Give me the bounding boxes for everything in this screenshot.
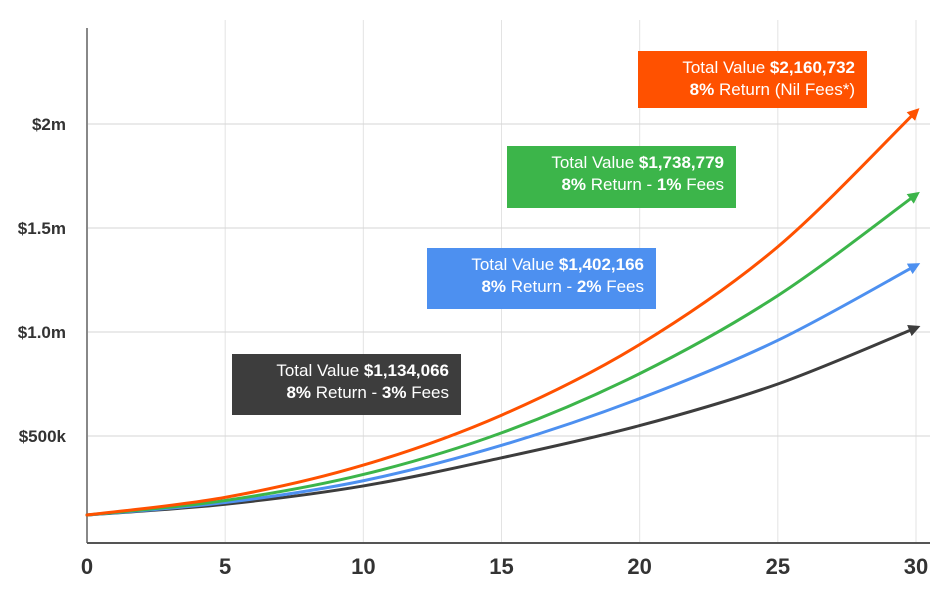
callout-line-2: 8% Return - 2% Fees (439, 276, 644, 298)
x-tick-label: 15 (489, 554, 513, 579)
callout-value: $2,160,732 (769, 58, 855, 77)
x-tick-label: 25 (766, 554, 790, 579)
callout-fee-text: Fees (601, 277, 644, 296)
callout-line-1: Total Value $1,402,166 (439, 254, 644, 276)
callout-fee-text: Fees (681, 175, 724, 194)
callout-return-pct: 8% (689, 80, 715, 99)
x-tick-label: 30 (904, 554, 928, 579)
callout-return-text: Return (Nil Fees*) (714, 80, 855, 99)
callout-prefix: Total Value (276, 361, 364, 380)
callout-line-2: 8% Return - 1% Fees (519, 174, 724, 196)
callout-line-1: Total Value $1,134,066 (244, 360, 449, 382)
callout-return-text: Return - (506, 277, 577, 296)
axes (86, 28, 930, 544)
callout-line-2: 8% Return (Nil Fees*) (650, 79, 855, 101)
callout-3pct-fees: Total Value $1,134,066 8% Return - 3% Fe… (232, 354, 461, 415)
series-line-1 (85, 191, 920, 517)
callout-value: $1,134,066 (363, 361, 449, 380)
callout-value: $1,738,779 (638, 153, 724, 172)
callout-line-1: Total Value $2,160,732 (650, 57, 855, 79)
callout-nil-fees: Total Value $2,160,732 8% Return (Nil Fe… (638, 51, 867, 108)
callout-return-text: Return - (311, 383, 382, 402)
callout-prefix: Total Value (471, 255, 559, 274)
callout-line-1: Total Value $1,738,779 (519, 152, 724, 174)
callout-line-2: 8% Return - 3% Fees (244, 382, 449, 404)
x-tick-label: 20 (627, 554, 651, 579)
series-lines (85, 108, 921, 517)
callout-fee-pct: 1% (656, 175, 682, 194)
x-tick-label: 10 (351, 554, 375, 579)
y-tick-label: $2m (32, 115, 66, 134)
callout-prefix: Total Value (682, 58, 770, 77)
series-line-2 (85, 263, 921, 517)
x-tick-label: 5 (219, 554, 231, 579)
series-line-0 (85, 108, 920, 517)
callout-prefix: Total Value (551, 153, 639, 172)
tick-labels: $500k $1.0m $1.5m $2m 0 5 10 15 20 25 30 (18, 115, 928, 579)
callout-1pct-fees: Total Value $1,738,779 8% Return - 1% Fe… (507, 146, 736, 208)
y-tick-label: $1.0m (18, 323, 66, 342)
callout-return-text: Return - (586, 175, 657, 194)
callout-fee-text: Fees (406, 383, 449, 402)
gridlines (87, 20, 930, 543)
callout-2pct-fees: Total Value $1,402,166 8% Return - 2% Fe… (427, 248, 656, 309)
y-tick-label: $500k (19, 427, 67, 446)
callout-return-pct: 8% (286, 383, 312, 402)
callout-value: $1,402,166 (558, 255, 644, 274)
y-tick-label: $1.5m (18, 219, 66, 238)
callout-return-pct: 8% (481, 277, 507, 296)
callout-return-pct: 8% (561, 175, 587, 194)
callout-fee-pct: 3% (381, 383, 407, 402)
series-line-3 (85, 324, 921, 517)
callout-fee-pct: 2% (576, 277, 602, 296)
x-tick-label: 0 (81, 554, 93, 579)
